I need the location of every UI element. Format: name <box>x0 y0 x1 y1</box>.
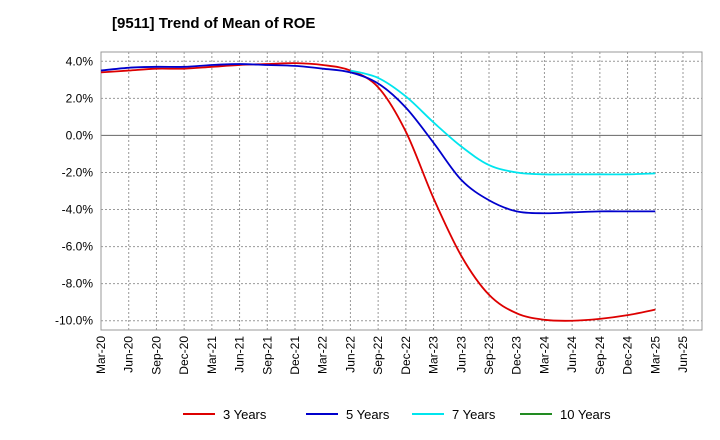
x-tick-label: Sep-20 <box>149 336 163 375</box>
legend-item-10-years: 10 Years <box>520 407 611 422</box>
y-axis: 4.0% 2.0% 0.0% -2.0% -4.0% -6.0% -8.0% -10.0% <box>55 54 93 327</box>
x-tick-label: Jun-22 <box>343 336 357 373</box>
legend: 3 Years 5 Years 7 Years 10 Years <box>183 407 611 422</box>
x-tick-label: Mar-25 <box>648 336 662 374</box>
x-tick-label: Jun-24 <box>565 336 579 373</box>
legend-item-5-years: 5 Years <box>306 407 390 422</box>
legend-item-3-years: 3 Years <box>183 407 267 422</box>
series-line-5-years <box>100 63 656 215</box>
x-tick-label: Dec-23 <box>510 336 524 375</box>
y-tick-label: -8.0% <box>62 277 94 291</box>
x-tick-label: Mar-22 <box>316 336 330 374</box>
y-tick-label: -2.0% <box>62 165 94 179</box>
legend-label: 10 Years <box>560 407 611 422</box>
x-tick-label: Mar-20 <box>94 336 108 374</box>
y-tick-label: 2.0% <box>66 91 94 105</box>
x-tick-label: Mar-21 <box>205 336 219 374</box>
x-tick-label: Jun-20 <box>122 336 136 373</box>
series-line-7-years <box>350 69 656 176</box>
x-tick-label: Dec-22 <box>399 336 413 375</box>
x-tick-label: Sep-22 <box>371 336 385 375</box>
x-tick-label: Mar-24 <box>537 336 551 374</box>
legend-item-7-years: 7 Years <box>412 407 496 422</box>
x-tick-label: Jun-25 <box>676 336 690 373</box>
series-lines <box>100 62 656 322</box>
plot-area <box>100 51 703 331</box>
x-axis: Mar-20 Jun-20 Sep-20 Dec-20 Mar-21 Jun-21 Sep-… <box>94 336 690 375</box>
x-tick-label: Jun-23 <box>454 336 468 373</box>
chart-title: [9511] Trend of Mean of ROE <box>112 15 315 32</box>
x-tick-label: Mar-23 <box>427 336 441 374</box>
legend-label: 3 Years <box>223 407 267 422</box>
y-tick-label: 4.0% <box>66 54 94 68</box>
y-tick-label: -6.0% <box>62 240 94 254</box>
legend-label: 5 Years <box>346 407 390 422</box>
x-tick-label: Sep-21 <box>260 336 274 375</box>
series-line-3-years <box>100 62 656 322</box>
y-tick-label: -4.0% <box>62 203 94 217</box>
legend-label: 7 Years <box>452 407 496 422</box>
x-tick-label: Dec-20 <box>177 336 191 375</box>
grid-lines <box>101 52 702 330</box>
x-tick-label: Jun-21 <box>233 336 247 373</box>
x-tick-label: Dec-21 <box>288 336 302 375</box>
x-tick-label: Sep-24 <box>593 336 607 375</box>
x-tick-label: Sep-23 <box>482 336 496 375</box>
y-tick-label: -10.0% <box>55 314 93 328</box>
x-tick-label: Dec-24 <box>621 336 635 375</box>
y-tick-label: 0.0% <box>66 128 94 142</box>
